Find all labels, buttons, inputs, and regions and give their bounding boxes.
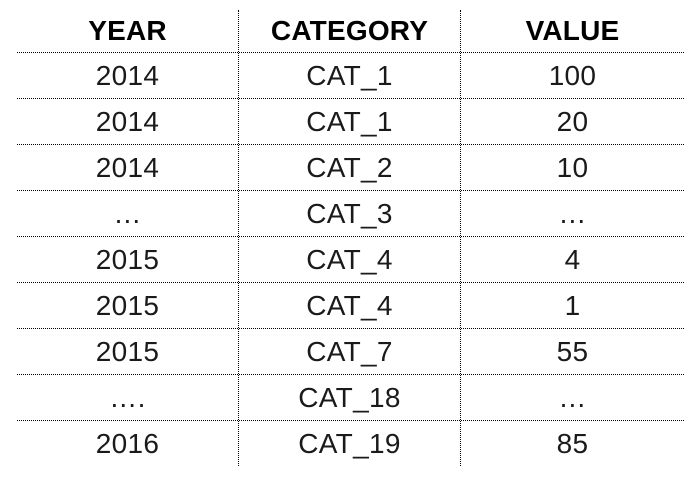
table-row: … CAT_3 … (17, 191, 684, 237)
table-header-row: YEAR CATEGORY VALUE (17, 10, 684, 53)
table-cell: 2014 (95, 105, 160, 137)
table-cell: 4 (564, 243, 581, 275)
table-row: 2015 CAT_7 55 (17, 329, 684, 375)
table-cell: CAT_4 (238, 283, 461, 328)
table-body: 2014 CAT_1 100 2014 CAT_1 20 2014 CAT_2 10 … CAT_3… (17, 53, 684, 466)
table-cell: … (558, 197, 587, 229)
table-row: 2016 CAT_19 85 (17, 421, 684, 466)
table-cell: CAT_4 (238, 237, 461, 282)
table-cell: CAT_19 (238, 421, 461, 466)
table-row: 2014 CAT_2 10 (17, 145, 684, 191)
table-row: 2014 CAT_1 20 (17, 99, 684, 145)
table-row: 2015 CAT_4 4 (17, 237, 684, 283)
table-cell: … (113, 197, 142, 229)
table-cell: 20 (556, 105, 589, 137)
table-cell: 100 (548, 59, 597, 91)
header-cell-category: CATEGORY (238, 10, 461, 52)
table-row: 2014 CAT_1 100 (17, 53, 684, 99)
table-row: …. CAT_18 … (17, 375, 684, 421)
table-cell: 2016 (95, 427, 160, 459)
table-cell: … (558, 381, 587, 413)
header-cell-value: VALUE (525, 15, 620, 46)
table-cell: CAT_7 (238, 329, 461, 374)
table-cell: CAT_2 (238, 145, 461, 190)
table-cell: 2015 (95, 335, 160, 367)
table-cell: CAT_18 (238, 375, 461, 420)
table-cell: CAT_1 (238, 53, 461, 98)
table-cell: 2014 (95, 151, 160, 183)
table-cell: 2015 (95, 289, 160, 321)
table-cell: CAT_3 (238, 191, 461, 236)
table-cell: 2015 (95, 243, 160, 275)
table-cell: 2014 (95, 59, 160, 91)
table-cell: 1 (564, 289, 581, 321)
data-table: YEAR CATEGORY VALUE 2014 CAT_1 100 2014 CAT_1 2… (17, 10, 684, 466)
table-cell: 55 (556, 335, 589, 367)
table-cell: 10 (556, 151, 589, 183)
table-row: 2015 CAT_4 1 (17, 283, 684, 329)
table-cell: …. (109, 381, 146, 413)
table-cell: CAT_1 (238, 99, 461, 144)
header-cell-year: YEAR (88, 15, 167, 46)
table-cell: 85 (556, 427, 589, 459)
